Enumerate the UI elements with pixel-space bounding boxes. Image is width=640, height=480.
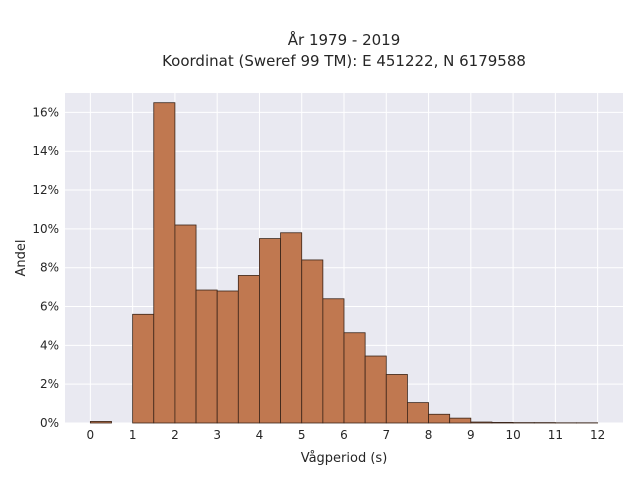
histogram-bar (280, 232, 303, 424)
histogram-bar (89, 421, 112, 424)
histogram-bar (470, 421, 493, 424)
x-tick-label: 11 (548, 428, 563, 442)
y-tick-label: 14% (32, 144, 59, 158)
x-tick-label: 3 (213, 428, 221, 442)
histogram-bar (364, 355, 387, 424)
x-axis-ticks: 0 1 2 3 4 5 6 7 8 9 10 11 12 (87, 428, 606, 442)
histogram-bar (174, 224, 197, 424)
histogram-bars (89, 102, 599, 424)
y-tick-label: 2% (40, 377, 59, 391)
x-axis-label: Vågperiod (s) (301, 451, 388, 466)
histogram-bar (153, 102, 176, 424)
x-tick-label: 9 (467, 428, 475, 442)
histogram-bar (385, 374, 408, 424)
histogram-bar (259, 238, 281, 424)
histogram-bar (491, 422, 514, 424)
y-tick-label: 10% (32, 222, 59, 236)
histogram-bar (322, 298, 345, 424)
x-tick-label: 0 (87, 428, 95, 442)
x-tick-label: 12 (590, 428, 605, 442)
histogram-bar (216, 290, 239, 424)
y-tick-label: 12% (32, 183, 59, 197)
histogram-bar (449, 417, 472, 424)
x-tick-label: 10 (505, 428, 520, 442)
histogram-bar (195, 289, 218, 424)
histogram-bar (407, 402, 429, 424)
y-axis-label: Andel (14, 240, 29, 277)
chart-subtitle: Koordinat (Sweref 99 TM): E 451222, N 61… (162, 52, 526, 70)
y-tick-label: 16% (32, 105, 59, 119)
y-tick-label: 8% (40, 261, 59, 275)
x-tick-label: 6 (340, 428, 348, 442)
histogram-bar (132, 313, 155, 424)
y-axis-ticks: 0% 2% 4% 6% 8% 10% 12% 14% 16% (32, 105, 59, 430)
histogram-bar (343, 332, 366, 424)
histogram-bar (428, 413, 451, 424)
y-tick-label: 6% (40, 300, 59, 314)
y-tick-label: 4% (40, 338, 59, 352)
x-tick-label: 4 (256, 428, 264, 442)
x-tick-label: 7 (382, 428, 390, 442)
histogram-bar (237, 275, 260, 424)
x-tick-label: 1 (129, 428, 137, 442)
x-tick-label: 2 (171, 428, 179, 442)
y-tick-label: 0% (40, 416, 59, 430)
x-tick-label: 8 (425, 428, 433, 442)
histogram-bar (301, 259, 324, 424)
chart-title: År 1979 - 2019 (288, 30, 401, 49)
x-tick-label: 5 (298, 428, 306, 442)
